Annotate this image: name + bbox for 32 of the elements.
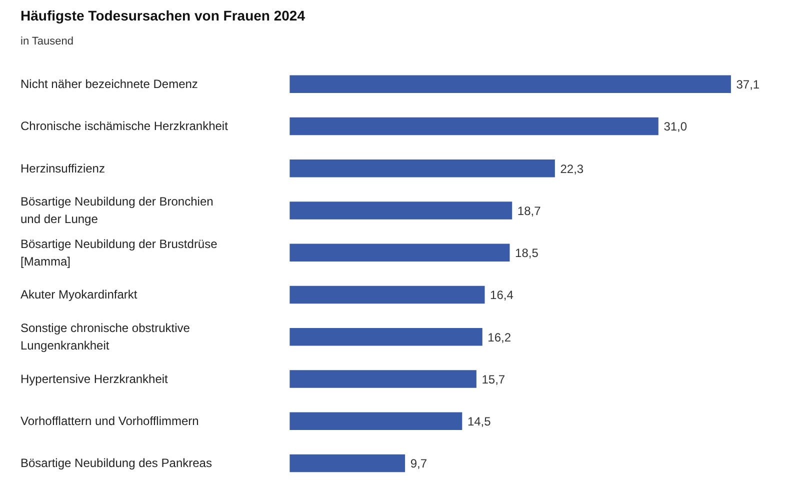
- y-tick-label: Bösartige Neubildung des Pankreas: [20, 456, 212, 470]
- bar: [290, 454, 406, 472]
- data-label: 18,7: [517, 204, 542, 218]
- data-label: 9,7: [410, 456, 428, 471]
- y-tick-label: Akuter Myokardinfarkt: [20, 288, 138, 302]
- data-label: 15,7: [482, 372, 506, 386]
- y-tick-label: Nicht näher bezeichnete Demenz: [20, 77, 198, 92]
- data-label: 37,1: [736, 78, 760, 92]
- y-tick-label: Herzinsuffizienz: [20, 161, 105, 176]
- bar: [290, 370, 476, 388]
- bar: [290, 328, 482, 346]
- data-label: 18,5: [515, 246, 539, 260]
- bar: [290, 286, 485, 304]
- bar: [290, 160, 555, 178]
- data-label: 16,4: [490, 288, 514, 302]
- y-tick-label: Bösartige Neubildung der Brustdrüse [Mamma]: [20, 236, 218, 268]
- bar: [290, 117, 658, 136]
- y-tick-label: Chronische ischämische Herzkrankheit: [20, 119, 229, 134]
- data-label: 22,3: [560, 162, 584, 176]
- data-label: 31,0: [664, 120, 688, 134]
- bar: [290, 412, 462, 430]
- data-label: 16,2: [488, 330, 512, 344]
- bar: [290, 202, 512, 220]
- text: Häufigste Todesursachen von Frauen 2024: [20, 8, 306, 24]
- text: in Tausend: [20, 36, 74, 48]
- y-tick-label: Hypertensive Herzkrankheit: [20, 372, 169, 386]
- y-tick-label: Vorhofflattern und Vorhofflimmern: [20, 414, 199, 428]
- bar: [290, 75, 731, 93]
- data-label: 14,5: [467, 414, 492, 429]
- y-tick-label: Bösartige Neubildung der Bronchien und der Lunge: [20, 194, 214, 226]
- bar: [290, 244, 510, 262]
- y-tick-label: Sonstige chronische obstruktive Lungenkrankheit: [20, 321, 190, 353]
